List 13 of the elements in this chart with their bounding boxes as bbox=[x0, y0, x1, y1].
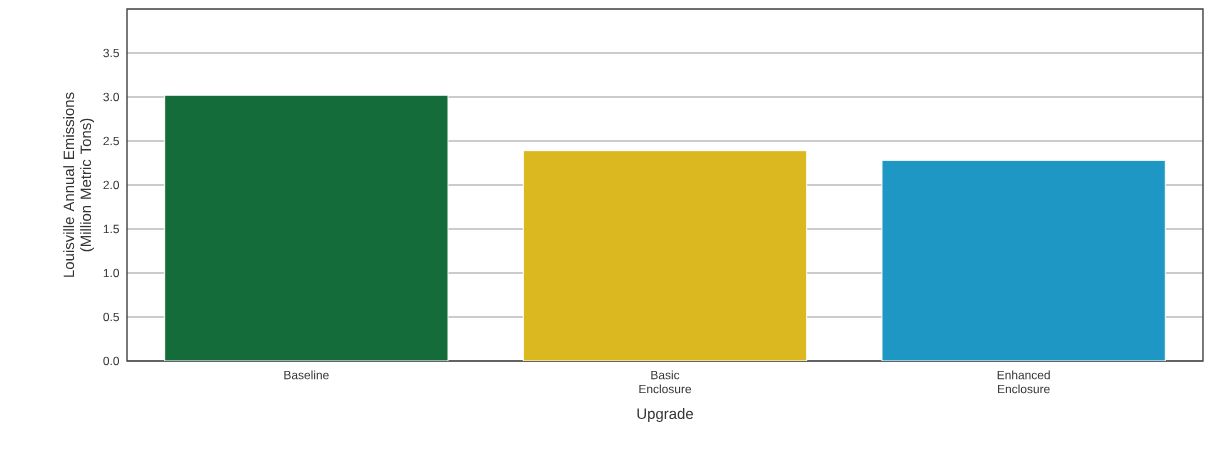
y-tick-label: 1.0 bbox=[103, 268, 120, 278]
y-tick-label: 2.5 bbox=[103, 136, 119, 146]
x-tick-label: Baseline bbox=[284, 370, 329, 380]
y-tick-label: 1.5 bbox=[103, 224, 119, 234]
y-axis-title: Louisville Annual Emissions (Million Metric Tons) bbox=[63, 92, 95, 277]
x-axis-title: Upgrade bbox=[637, 408, 693, 422]
x-tick-label: Enhanced Enclosure bbox=[997, 370, 1050, 394]
x-tick-label: Basic Enclosure bbox=[639, 370, 692, 394]
y-tick-label: 0.5 bbox=[103, 312, 119, 322]
y-tick-label: 0.0 bbox=[103, 356, 120, 366]
y-tick-label: 3.0 bbox=[103, 92, 120, 102]
y-tick-label: 3.5 bbox=[103, 48, 119, 58]
y-tick-label: 2.0 bbox=[103, 180, 120, 190]
